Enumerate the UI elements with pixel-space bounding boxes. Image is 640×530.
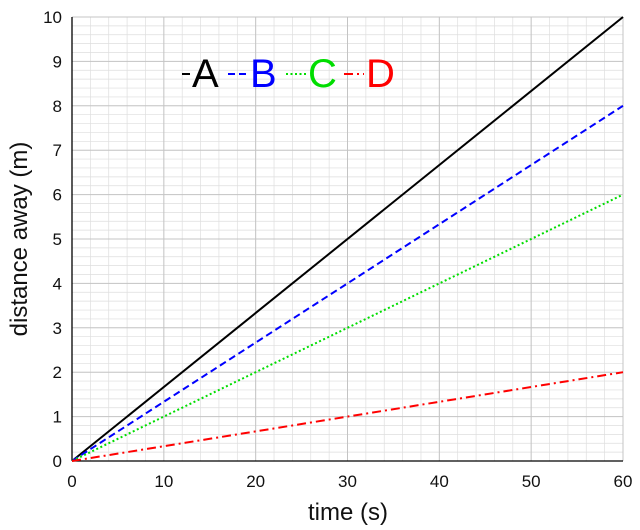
y-tick-label: 5	[53, 230, 62, 249]
legend-label-b: B	[250, 52, 277, 96]
y-tick-label: 9	[53, 52, 62, 71]
y-tick-label: 2	[53, 363, 62, 382]
series-line-c	[71, 193, 624, 462]
y-tick-label: 8	[53, 97, 62, 116]
series-line-d	[71, 371, 624, 462]
legend-label-c: C	[308, 52, 337, 96]
x-tick-label: 0	[67, 472, 76, 491]
legend-label-a: A	[192, 52, 219, 96]
y-tick-label: 10	[43, 8, 62, 27]
x-tick-label: 50	[522, 472, 541, 491]
x-tick-label: 40	[430, 472, 449, 491]
y-axis-ticks: 0 1 2 3 4 5 6 7 8 9 10	[43, 8, 62, 471]
x-axis-label: time (s)	[308, 499, 388, 526]
x-tick-label: 60	[614, 472, 633, 491]
y-tick-label: 6	[53, 186, 62, 205]
series-line-a	[71, 16, 624, 462]
x-tick-label: 30	[338, 472, 357, 491]
y-tick-label: 1	[53, 408, 62, 427]
y-tick-label: 7	[53, 141, 62, 160]
series-lines	[71, 16, 624, 462]
y-tick-label: 4	[53, 274, 62, 293]
plot-area	[71, 17, 623, 462]
y-tick-label: 0	[53, 452, 62, 471]
x-axis-ticks: 0 10 20 30 40 50 60	[67, 472, 632, 491]
y-axis-label: distance away (m)	[6, 142, 33, 337]
x-tick-label: 20	[246, 472, 265, 491]
legend-label-d: D	[366, 52, 395, 96]
x-tick-label: 10	[154, 472, 173, 491]
y-tick-label: 3	[53, 319, 62, 338]
